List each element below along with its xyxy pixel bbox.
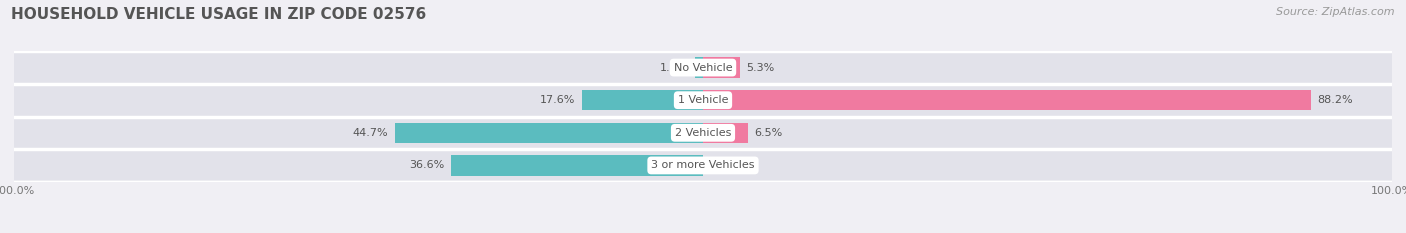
Bar — [395, 123, 703, 143]
Bar — [703, 58, 740, 78]
Bar — [14, 149, 1392, 182]
Text: 3 or more Vehicles: 3 or more Vehicles — [651, 161, 755, 170]
Bar — [451, 155, 703, 175]
Text: No Vehicle: No Vehicle — [673, 63, 733, 72]
Text: 1.1%: 1.1% — [661, 63, 689, 72]
Text: 88.2%: 88.2% — [1317, 95, 1353, 105]
Text: 1 Vehicle: 1 Vehicle — [678, 95, 728, 105]
Text: 5.3%: 5.3% — [747, 63, 775, 72]
Text: 17.6%: 17.6% — [540, 95, 575, 105]
Text: 2 Vehicles: 2 Vehicles — [675, 128, 731, 138]
Bar — [696, 58, 703, 78]
Text: 44.7%: 44.7% — [353, 128, 388, 138]
Text: 6.5%: 6.5% — [755, 128, 783, 138]
Bar — [582, 90, 703, 110]
Text: Source: ZipAtlas.com: Source: ZipAtlas.com — [1277, 7, 1395, 17]
Bar — [14, 51, 1392, 84]
Bar — [14, 116, 1392, 149]
Text: 36.6%: 36.6% — [409, 161, 444, 170]
Bar — [14, 84, 1392, 116]
Text: HOUSEHOLD VEHICLE USAGE IN ZIP CODE 02576: HOUSEHOLD VEHICLE USAGE IN ZIP CODE 0257… — [11, 7, 426, 22]
Bar — [703, 123, 748, 143]
Bar — [703, 90, 1310, 110]
Text: 0.0%: 0.0% — [710, 161, 738, 170]
